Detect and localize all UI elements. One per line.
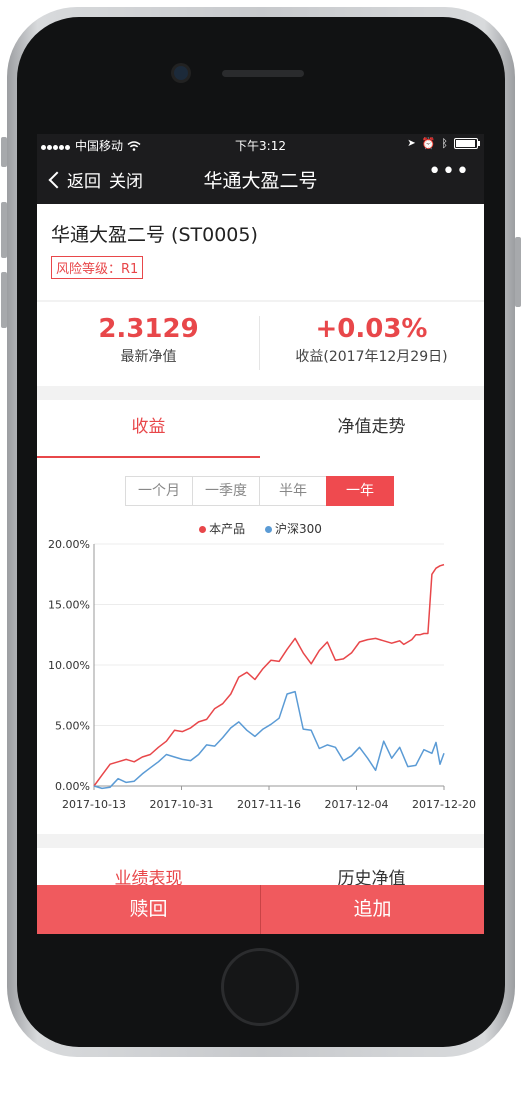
volume-up-button [1, 202, 7, 258]
daily-return-value: +0.03% [315, 314, 428, 344]
legend-item-index[interactable]: 沪深300 [264, 522, 322, 536]
range-selector: 一个月 一季度 半年 一年 [125, 476, 394, 506]
range-one-quarter[interactable]: 一季度 [192, 476, 260, 506]
y-tick-label: 5.00% [55, 720, 90, 733]
x-tick-label: 2017-12-20 [412, 798, 476, 811]
latest-nav-value: 2.3129 [98, 314, 199, 344]
nav-stat: 2.3129 最新净值 [37, 314, 260, 366]
daily-return-label: 收益(2017年12月29日) [295, 349, 448, 365]
y-tick-label: 0.00% [55, 780, 90, 793]
home-button[interactable] [221, 948, 299, 1026]
status-bar: 中国移动 下午3:12 ➤ ⏰ ᛒ [37, 134, 484, 154]
legend-dot-index [264, 526, 272, 533]
x-tick-label: 2017-10-31 [150, 798, 214, 811]
x-tick-label: 2017-12-04 [325, 798, 389, 811]
tab-returns[interactable]: 收益 [37, 400, 260, 458]
risk-level-badge: 风险等级：R1 [51, 256, 144, 279]
tab-performance[interactable]: 业绩表现 [114, 869, 183, 889]
returns-line-chart: 0.00% 5.00% 10.00% 15.00% 20.00% 2017-10-13 20… [48, 538, 476, 811]
close-button[interactable]: 关闭 [109, 172, 143, 192]
chart-tabs: 收益 净值走势 [37, 400, 484, 458]
page-title: 华通大盈二号 [203, 170, 318, 192]
latest-nav-label: 最新净值 [120, 349, 177, 365]
bottom-tabs: 业绩表现 历史净值 [37, 848, 484, 889]
add-investment-button[interactable]: 追加 [260, 885, 484, 934]
return-stat: +0.03% 收益(2017年12月29日) [260, 314, 483, 366]
product-name: 华通大盈二号 (ST0005) [51, 224, 258, 246]
action-bar: 赎回 追加 [37, 885, 484, 934]
wifi-icon [127, 140, 141, 151]
legend-label-product: 本产品 [209, 522, 246, 536]
front-camera [174, 66, 188, 80]
x-tick-label: 2017-10-13 [62, 798, 126, 811]
y-tick-label: 20.00% [48, 538, 90, 551]
range-one-year[interactable]: 一年 [326, 476, 394, 506]
tab-nav-trend[interactable]: 净值走势 [337, 417, 406, 437]
back-label: 返回 [67, 172, 101, 192]
signal-icon [41, 139, 71, 153]
more-menu-button[interactable]: ••• [428, 159, 470, 184]
chart-legend: 本产品 沪深300 [37, 520, 484, 537]
bluetooth-icon: ᛒ [441, 137, 448, 150]
carrier-label: 中国移动 [75, 139, 124, 153]
y-tick-label: 15.00% [48, 599, 90, 612]
series-line-product [93, 563, 445, 787]
series-line-index [93, 690, 445, 790]
volume-down-button [1, 272, 7, 328]
range-half-year[interactable]: 半年 [259, 476, 327, 506]
power-button [515, 237, 521, 307]
legend-dot-product [199, 526, 207, 533]
x-tick-label: 2017-11-16 [237, 798, 301, 811]
range-one-month[interactable]: 一个月 [125, 476, 193, 506]
location-icon: ➤ [407, 138, 416, 149]
legend-item-product[interactable]: 本产品 [199, 522, 245, 536]
stats-divider [259, 316, 260, 370]
mute-switch [1, 137, 7, 167]
y-tick-label: 10.00% [48, 659, 90, 672]
stats-panel: 2.3129 最新净值 +0.03% 收益(2017年12月29日) [37, 302, 484, 386]
alarm-icon: ⏰ [421, 137, 436, 150]
product-header: 华通大盈二号 (ST0005) 风险等级：R1 [37, 204, 484, 300]
nav-bar: 返回 关闭 华通大盈二号 ••• [37, 154, 484, 204]
redeem-button[interactable]: 赎回 [37, 885, 260, 934]
app-screen: 中国移动 下午3:12 ➤ ⏰ ᛒ 返回 关闭 华通大盈二号 ••• 华通大盈二… [37, 134, 484, 934]
status-time: 下午3:12 [235, 139, 286, 153]
battery-icon [454, 138, 480, 149]
chart-area: 一个月 一季度 半年 一年 本产品 沪深300 0.00% 5.00% 10.00%… [37, 458, 484, 834]
back-button[interactable]: 返回 [47, 167, 101, 192]
earpiece-speaker [222, 70, 304, 77]
tab-history-nav[interactable]: 历史净值 [337, 869, 406, 889]
legend-label-index: 沪深300 [274, 522, 322, 536]
